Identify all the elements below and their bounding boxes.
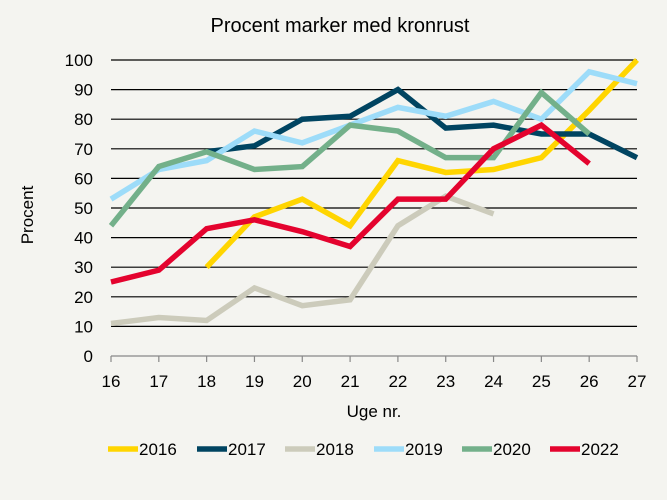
y-tick-label: 30 bbox=[74, 258, 93, 277]
legend-label-2020: 2020 bbox=[493, 440, 531, 459]
x-tick-label: 26 bbox=[580, 372, 599, 391]
y-tick-label: 80 bbox=[74, 110, 93, 129]
legend-label-2018: 2018 bbox=[316, 440, 354, 459]
y-tick-label: 90 bbox=[74, 81, 93, 100]
y-tick-label: 60 bbox=[74, 169, 93, 188]
series-line-2019 bbox=[109, 68, 638, 202]
x-tick-label: 18 bbox=[197, 372, 216, 391]
y-tick-label: 40 bbox=[74, 229, 93, 248]
series-line-2018 bbox=[110, 193, 495, 327]
x-tick-label: 24 bbox=[484, 372, 503, 391]
y-tick-label: 0 bbox=[84, 347, 93, 366]
legend-label-2017: 2017 bbox=[228, 440, 266, 459]
x-tick-label: 20 bbox=[293, 372, 312, 391]
chart-title: Procent marker med kronrust bbox=[211, 15, 470, 37]
x-tick-label: 23 bbox=[436, 372, 455, 391]
y-axis-label: Procent bbox=[18, 185, 37, 244]
y-tick-label: 10 bbox=[74, 317, 93, 336]
y-tick-label: 20 bbox=[74, 288, 93, 307]
x-tick-label: 16 bbox=[102, 372, 121, 391]
legend-label-2022: 2022 bbox=[581, 440, 619, 459]
x-tick-label: 27 bbox=[628, 372, 647, 391]
legend-label-2016: 2016 bbox=[139, 440, 177, 459]
y-tick-label: 70 bbox=[74, 140, 93, 159]
series-line-2022 bbox=[110, 121, 591, 285]
x-tick-label: 21 bbox=[341, 372, 360, 391]
x-tick-label: 22 bbox=[388, 372, 407, 391]
x-tick-label: 25 bbox=[532, 372, 551, 391]
x-axis-label: Uge nr. bbox=[347, 402, 402, 421]
legend-label-2019: 2019 bbox=[405, 440, 443, 459]
x-tick-label: 17 bbox=[149, 372, 168, 391]
series-line-2020 bbox=[108, 88, 591, 228]
x-tick-label: 19 bbox=[245, 372, 264, 391]
y-tick-label: 100 bbox=[65, 51, 93, 70]
series-line-2017 bbox=[206, 86, 639, 161]
y-tick-label: 50 bbox=[74, 199, 93, 218]
